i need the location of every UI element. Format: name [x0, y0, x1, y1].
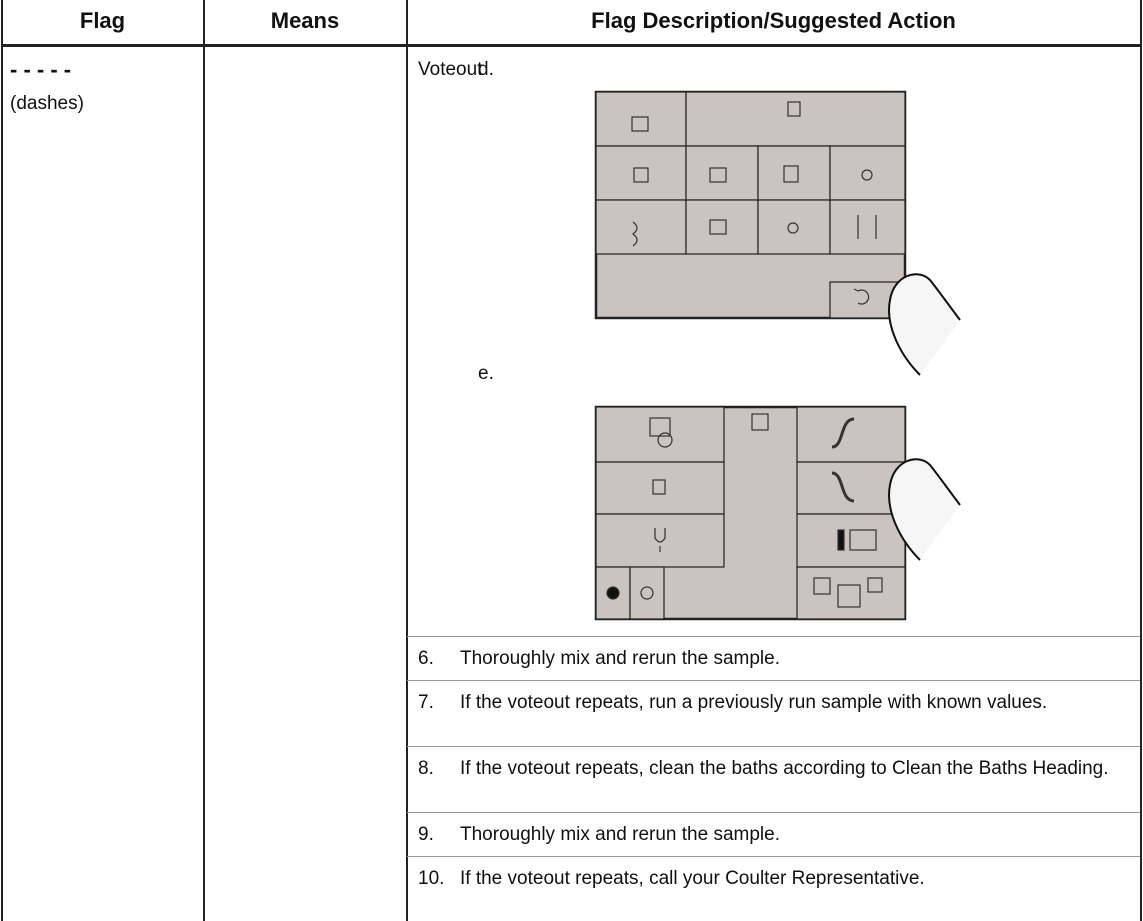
row-rule — [407, 812, 1140, 813]
finger — [888, 273, 961, 561]
column-divider — [406, 0, 408, 921]
substep-label: d. — [478, 59, 494, 80]
screen-e — [594, 405, 907, 621]
step-text: If the voteout repeats, call your Coulte… — [460, 868, 925, 889]
step-text: If the voteout repeats, run a previously… — [460, 692, 1048, 713]
table-border — [1140, 0, 1142, 921]
screen-d-icons — [631, 101, 877, 305]
step-text: Thoroughly mix and rerun the sample. — [460, 824, 780, 845]
means: Voteout — [418, 59, 483, 80]
flag-note: (dashes) — [10, 93, 84, 114]
flag: - - - - - — [10, 57, 72, 82]
step-number: 7. — [418, 692, 434, 713]
table-border — [1, 0, 3, 921]
substep-label: e. — [478, 363, 494, 384]
header-rule — [1, 44, 1141, 47]
step-text: Thoroughly mix and rerun the sample. — [460, 648, 780, 669]
header-cell: Means — [270, 8, 340, 33]
row-rule — [407, 636, 1140, 637]
screen-d — [594, 90, 907, 320]
step-text: If the voteout repeats, clean the baths … — [460, 758, 1109, 779]
screen-e-icons — [606, 413, 883, 608]
header-cell: Flag Description/Suggested Action — [591, 8, 956, 33]
row-rule — [407, 680, 1140, 681]
column-divider — [203, 0, 205, 921]
step-number: 9. — [418, 824, 434, 845]
step-number: 10. — [418, 868, 445, 889]
step-number: 6. — [418, 648, 434, 669]
header-cell: Flag — [79, 8, 126, 33]
step-number: 8. — [418, 758, 434, 779]
row-rule — [407, 746, 1140, 747]
row-rule — [407, 856, 1140, 857]
